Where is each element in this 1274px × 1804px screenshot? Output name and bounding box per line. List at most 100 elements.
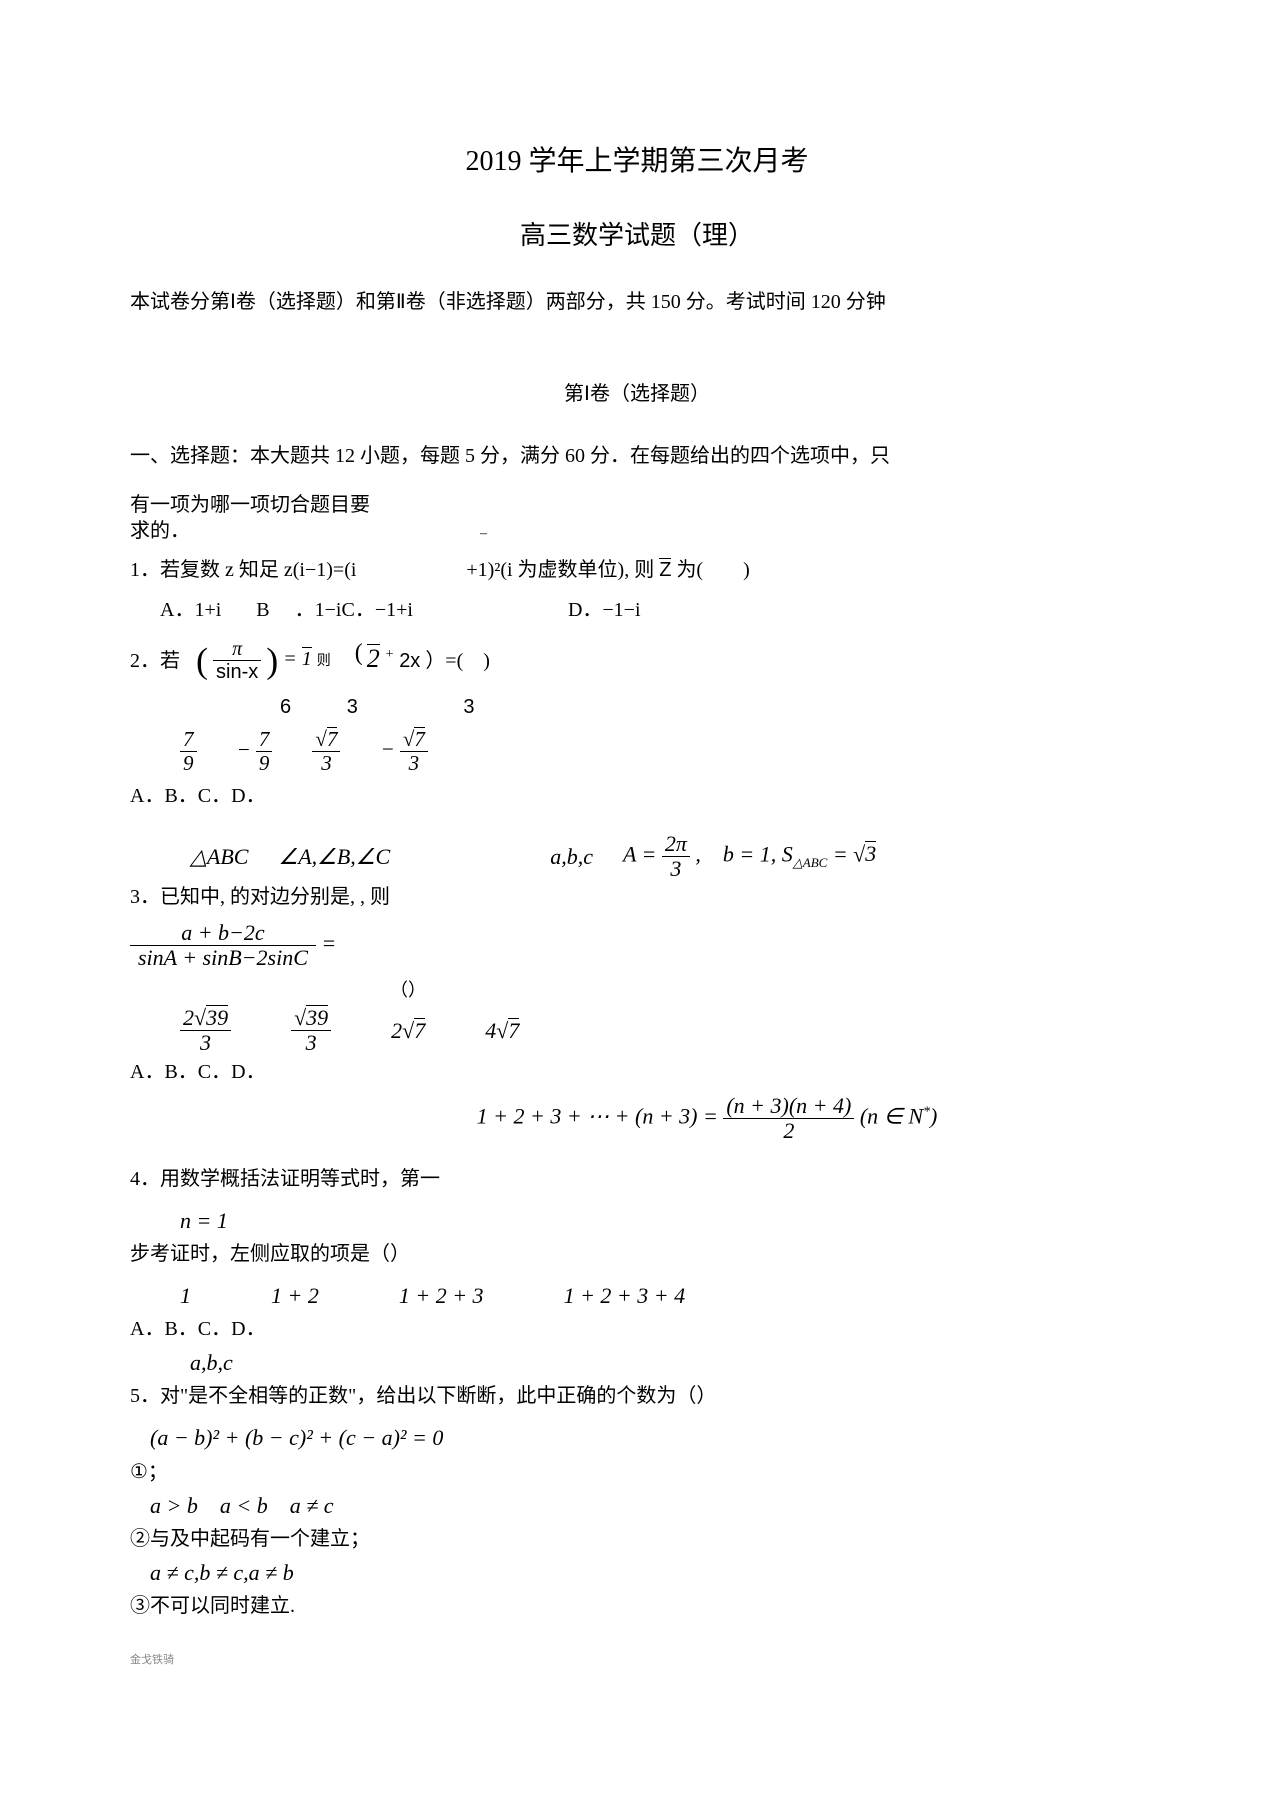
q3-a-num: 2√39	[180, 1005, 231, 1031]
q3-eq-sign: =	[321, 931, 336, 956]
q1-dash: –	[480, 526, 487, 541]
question-4-formula: 1 + 2 + 3 + ⋯ + (n + 3) = (n + 3)(n + 4)…	[130, 1094, 1144, 1143]
q2-a-den: 9	[180, 752, 197, 775]
q3-triangle: △ABC	[190, 839, 248, 874]
exam-intro: 本试卷分第Ⅰ卷（选择题）和第Ⅱ卷（非选择题）两部分，共 150 分。考试时间 1…	[130, 286, 1144, 318]
q2-prefix: 2．若	[130, 645, 180, 677]
sub-inst-text-1: 有一项为哪一项切合题目要	[130, 494, 370, 516]
q3-d-4: 4	[485, 1018, 496, 1043]
q4-optB: 1 + 2	[271, 1278, 319, 1313]
q5-c3: ③不可以同时建立.	[130, 1590, 1144, 1622]
q2-d-den: 3	[400, 752, 428, 775]
q2-c-sqrt7: 7	[327, 727, 338, 750]
q1-options: A．1+i B ．1−iC．−1+i D．−1−i	[130, 594, 1144, 626]
q3-frac: a + b−2c sinA + sinB−2sinC =	[130, 921, 1144, 970]
q2-b-den: 9	[256, 752, 273, 775]
q3-3den: 3	[662, 857, 690, 881]
q3-abc: a,b,c	[550, 839, 593, 874]
q4-tail: (n ∈ N	[860, 1103, 923, 1128]
q2-sinx: sin-x	[213, 661, 261, 683]
q1-optB: ．1−i	[295, 599, 342, 621]
q1-optC-label: C．	[341, 599, 374, 621]
q3-options-row: 2√39 3 √39 3 2√7 4√7	[130, 1005, 1144, 1055]
q2-denoms: 6 3 3	[130, 691, 1144, 723]
q4-step-line: 步考证时，左侧应取的项是（）	[130, 1238, 1144, 1270]
q1-suffix: 为( )	[676, 559, 749, 581]
q3-a-2: 2	[183, 1005, 194, 1030]
q3-b-num: √39	[291, 1005, 331, 1031]
q4-frac-num: (n + 3)(n + 4)	[723, 1094, 854, 1119]
sub-inst-text-2: 求的．	[130, 520, 190, 542]
q4-labels: A．B．C．D．	[130, 1313, 1144, 1345]
q3-A-eq: A =	[623, 841, 662, 866]
q3-frac-den: sinA + sinB−2sinC	[130, 946, 316, 970]
q3-b-eq: , b = 1,	[695, 841, 776, 866]
question-5-line: 5．对"是不全相等的正数"，给出以下断断，此中正确的个数为（）	[130, 1380, 1144, 1412]
q2-three-b: 3	[463, 696, 474, 718]
main-title: 2019 学年上学期第三次月考	[130, 140, 1144, 185]
q2-a-num: 7	[180, 728, 197, 752]
q5-c1: ①；	[130, 1456, 1144, 1488]
q2-c-num: √7	[312, 727, 340, 752]
q2-one: 1	[302, 647, 312, 669]
q1-optA-label: A．	[160, 599, 194, 621]
q1-after-z: 则	[634, 559, 659, 581]
q3-frac-num: a + b−2c	[130, 921, 316, 946]
q5-abc: a,b,c	[130, 1345, 1144, 1380]
q3-b-den: 3	[291, 1031, 331, 1055]
q2-options-row: 7 9 − 7 9 √7 3 − √7 3	[130, 727, 1144, 775]
q2-ze: 则	[317, 654, 331, 669]
q4-lhs: 1 + 2 + 3 + ⋯ + (n + 3) =	[477, 1103, 724, 1128]
q3-S: S	[782, 841, 793, 866]
q2-c-den: 3	[312, 752, 340, 775]
q1-optB-label: B	[256, 599, 269, 621]
q5-c2: ②与及中起码有一个建立；	[130, 1523, 1144, 1555]
q1-optD: −1−i	[602, 599, 640, 621]
q2-2x: 2x	[399, 650, 420, 672]
q2-b-neg: −	[237, 737, 251, 761]
q4-frac-den: 2	[723, 1119, 854, 1143]
q4-optA: 1	[180, 1278, 191, 1313]
q3-d-7: 7	[508, 1018, 519, 1042]
q2-d-neg: −	[380, 737, 394, 761]
q2-2pi: 2	[367, 644, 380, 673]
q2-pi: π	[213, 638, 261, 661]
q5-stmt2: a > b a < b a ≠ c	[130, 1488, 1144, 1523]
q3-paren: （）	[390, 976, 1144, 1005]
q3-a-den: 3	[180, 1031, 231, 1055]
q3-labels: A．B．C．D．	[130, 1056, 1144, 1088]
q1-optA: 1+i	[194, 599, 221, 621]
section-instruction: 一、选择题：本大题共 12 小题，每题 5 分，满分 60 分．在每题给出的四个…	[130, 440, 1144, 472]
q2-b-num: 7	[256, 728, 273, 752]
q3-c-7: 7	[414, 1018, 425, 1042]
q1-optC: −1+i	[375, 599, 413, 621]
q5-stmt1: (a − b)² + (b − c)² + (c − a)² = 0	[130, 1420, 1144, 1455]
q4-close: )	[930, 1103, 937, 1128]
q2-d-sqrt7: 7	[414, 727, 425, 750]
q3-2pi: 2π	[662, 832, 690, 857]
sub-instruction-1: 有一项为哪一项切合题目要 求的． –	[130, 492, 1144, 544]
q2-eq1: =	[283, 648, 297, 670]
q2-close: ）=( )	[425, 650, 490, 672]
q3-angles: ∠A,∠B,∠C	[278, 839, 390, 874]
q4-optC: 1 + 2 + 3	[399, 1278, 484, 1313]
question-3-line: 3．已知中, 的对边分别是, , 则	[130, 881, 1144, 913]
q1-optD-label: D．	[568, 599, 602, 621]
q5-stmt3: a ≠ c,b ≠ c,a ≠ b	[130, 1555, 1144, 1590]
q3-c: 2√7	[391, 1013, 425, 1048]
q4-optD: 1 + 2 + 3 + 4	[564, 1278, 686, 1313]
q4-options-row: 1 1 + 2 1 + 2 + 3 1 + 2 + 3 + 4	[130, 1278, 1144, 1313]
q1-zbar: Z	[659, 558, 671, 580]
q3-b-39: 39	[306, 1005, 328, 1029]
question-3-header: △ABC ∠A,∠B,∠C a,b,c A = 2π 3 , b = 1, S△…	[130, 832, 1144, 881]
q2-six: 6	[280, 696, 291, 718]
q4-star: *	[923, 1104, 930, 1119]
watermark: 金戈铁骑	[130, 1652, 1144, 1670]
q4-n1: n = 1	[130, 1203, 1144, 1238]
q1-prefix: 1．若复数 z 知足 z(i−1)=(i	[130, 559, 356, 581]
sub-title: 高三数学试题（理）	[130, 215, 1144, 257]
question-1: 1．若复数 z 知足 z(i−1)=(i +1)²(i 为虚数单位), 则 Z …	[130, 554, 1144, 586]
q2-labels: A．B．C．D．	[130, 780, 1144, 812]
q3-a-39: 39	[206, 1005, 228, 1029]
question-2: 2．若 ( π sin-x ) = 1 则 ( 2 + 2x ）=( )	[130, 638, 1144, 683]
